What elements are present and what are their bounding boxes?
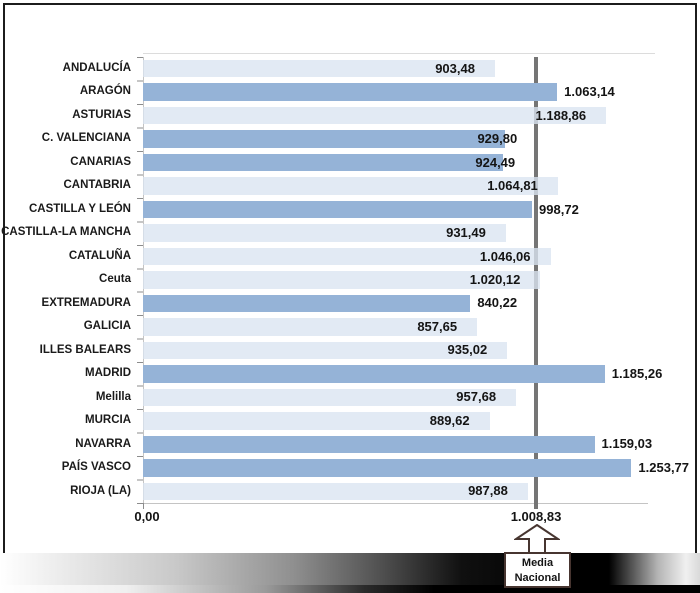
value-label: 1.063,14 — [564, 84, 615, 100]
gradient-bar — [0, 553, 700, 585]
value-label: 1.253,77 — [638, 459, 690, 475]
bar — [143, 459, 632, 477]
value-label: 924,49 — [475, 154, 516, 170]
category-label: CASTILLA Y LEÓN — [28, 202, 131, 215]
bar — [143, 106, 607, 125]
category-label: ILLES BALEARS — [39, 343, 131, 356]
value-axis-line — [143, 503, 648, 504]
bar — [143, 365, 605, 383]
bar — [143, 412, 490, 430]
bar — [143, 435, 595, 454]
bar — [143, 153, 504, 172]
bottom-gradient-band — [0, 585, 700, 593]
value-label: 903,48 — [435, 60, 475, 76]
category-label: GALICIA — [83, 320, 131, 333]
bar — [143, 200, 533, 219]
bar — [143, 294, 471, 313]
bar — [143, 388, 517, 407]
bar — [143, 271, 541, 289]
category-label: PAÍS VASCO — [61, 461, 131, 474]
media-nacional-callout: Media Nacional — [504, 552, 571, 588]
value-label: 957,68 — [456, 389, 497, 405]
media-nacional-line1: Media — [521, 557, 554, 569]
category-label: NAVARRA — [75, 437, 131, 450]
bar — [143, 318, 478, 336]
category-label: ASTURIAS — [72, 108, 131, 121]
value-label: 929,80 — [477, 131, 518, 147]
category-label: C. VALENCIANA — [41, 132, 131, 145]
bar — [143, 341, 508, 360]
media-nacional-line2: Nacional — [514, 572, 561, 584]
value-axis-origin-tick — [143, 503, 144, 509]
value-label: 1.046,06 — [479, 248, 531, 264]
category-label: ARAGÓN — [79, 85, 131, 98]
value-label: 1.020,12 — [469, 272, 521, 287]
value-label: 935,02 — [447, 342, 488, 358]
axis-label-national-average: 1.008,83 — [510, 509, 562, 524]
axis-label-origin: 0,00 — [134, 509, 160, 524]
category-label: CANTABRIA — [63, 179, 131, 192]
category-label: MADRID — [85, 367, 131, 380]
value-label: 1.188,86 — [535, 107, 587, 123]
value-label: 1.159,03 — [601, 436, 653, 452]
bar — [143, 59, 495, 78]
value-label: 857,65 — [417, 318, 458, 334]
bar — [143, 224, 506, 242]
category-label: CANARIAS — [70, 155, 131, 168]
value-label: 840,22 — [477, 295, 518, 311]
bar — [143, 83, 558, 101]
bar — [143, 482, 528, 500]
value-label: 889,62 — [429, 412, 470, 428]
category-label: CATALUÑA — [68, 249, 131, 262]
category-axis-ticks — [137, 57, 143, 505]
up-arrow-icon — [514, 524, 560, 554]
value-label: 931,49 — [446, 225, 486, 241]
category-label: CASTILLA-LA MANCHA — [1, 226, 131, 239]
category-label: ANDALUCÍA — [62, 62, 131, 74]
category-label: RIOJA (LA) — [70, 484, 131, 497]
value-label: 987,88 — [468, 483, 508, 499]
bar — [143, 177, 558, 195]
plot-area-top-border — [143, 53, 655, 54]
category-label: Melilla — [95, 390, 131, 403]
value-label: 1.185,26 — [611, 365, 663, 381]
value-label: 998,72 — [539, 201, 579, 217]
value-label: 1.064,81 — [487, 178, 538, 194]
bar — [143, 247, 551, 266]
category-label: Ceuta — [99, 273, 131, 286]
category-label: EXTREMADURA — [41, 296, 131, 309]
bar — [143, 130, 506, 148]
category-label: MURCIA — [85, 414, 131, 427]
